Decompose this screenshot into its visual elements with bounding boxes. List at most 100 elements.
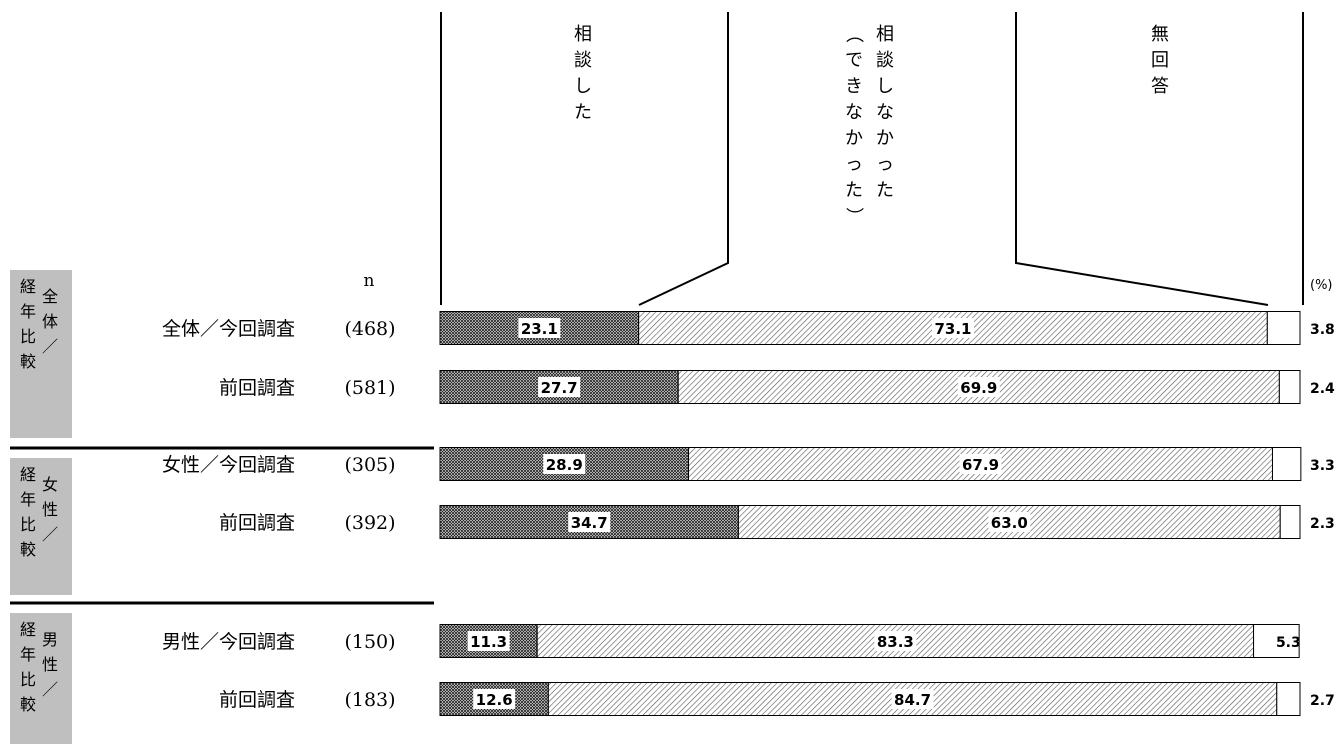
- category-label-2: 前回調査: [219, 377, 295, 399]
- svg-text:（: （: [843, 25, 864, 43]
- svg-text:か: か: [876, 128, 894, 149]
- category-labels: 全体／今回調査 (468) 前回調査 (581) 女性／今回調査 (305) 前回調査 (39…: [162, 318, 396, 711]
- svg-text:回: 回: [1151, 50, 1169, 71]
- value-label-r6-s3: 2.7: [1310, 693, 1335, 709]
- bar-segment-r6-s3: [1276, 682, 1301, 716]
- svg-text:相: 相: [574, 24, 592, 45]
- svg-text:比: 比: [20, 327, 36, 346]
- svg-text:）: ）: [843, 207, 864, 225]
- svg-text:較: 較: [20, 540, 36, 559]
- bar-segment-r5-s3: [1253, 624, 1300, 658]
- svg-text:し: し: [876, 76, 894, 97]
- value-label-bg-r6-s2: [891, 689, 934, 709]
- svg-text:談: 談: [876, 50, 894, 71]
- value-label-bg-r3-s1: [543, 454, 586, 474]
- value-label-r1-s3: 3.8: [1310, 322, 1335, 338]
- value-label-r3-s3: 3.3: [1310, 458, 1335, 474]
- category-label-5: 男性／今回調査: [162, 631, 295, 653]
- svg-text:較: 較: [20, 695, 36, 714]
- svg-text:っ: っ: [845, 154, 863, 175]
- svg-text:年: 年: [20, 645, 36, 664]
- svg-text:か: か: [845, 128, 863, 149]
- svg-text:年: 年: [20, 302, 36, 321]
- value-label-r3-s2: 67.9: [962, 456, 999, 474]
- svg-text:無: 無: [1151, 24, 1169, 45]
- value-label-bg-r4-s2: [988, 512, 1031, 532]
- value-label-bg-r4-s1: [568, 512, 611, 532]
- unit-label: (%): [1310, 278, 1333, 293]
- svg-text:年: 年: [20, 490, 36, 509]
- bar-segment-r3-s3: [1271, 447, 1302, 481]
- value-label-r2-s2: 69.9: [960, 379, 997, 397]
- value-label-r4-s3: 2.3: [1310, 516, 1335, 532]
- svg-text:し: し: [574, 76, 592, 97]
- category-n-5: (150): [344, 631, 395, 653]
- category-label-3: 女性／今回調査: [162, 454, 295, 476]
- svg-text:き: き: [845, 76, 863, 97]
- svg-text:／: ／: [42, 337, 58, 356]
- value-label-r2-s1: 27.7: [541, 379, 578, 397]
- n-header: n: [364, 271, 375, 291]
- value-label-r5-s3: 5.3: [1276, 635, 1301, 651]
- bar-segment-r2-s3: [1278, 370, 1301, 404]
- value-label-bg-r1-s1: [518, 318, 561, 338]
- category-label-6: 前回調査: [219, 689, 295, 711]
- value-label-r4-s1: 34.7: [571, 514, 608, 532]
- value-label-r5-s2: 83.3: [877, 633, 914, 651]
- bar-segment-r1-s3: [1266, 311, 1301, 345]
- value-label-bg-r3-s2: [959, 454, 1002, 474]
- svg-text:た: た: [876, 180, 894, 201]
- svg-text:経: 経: [20, 620, 36, 639]
- svg-text:比: 比: [20, 670, 36, 689]
- svg-text:で: で: [845, 50, 863, 71]
- value-label-r1-s1: 23.1: [521, 320, 558, 338]
- value-label-r5-s1: 11.3: [470, 633, 507, 651]
- svg-text:女: 女: [42, 475, 58, 494]
- value-label-bg-r5-s1: [467, 631, 510, 651]
- value-label-bg-r2-s2: [957, 377, 1000, 397]
- value-label-bg-r1-s2: [931, 318, 974, 338]
- value-label-r3-s1: 28.9: [546, 456, 583, 474]
- category-n-6: (183): [344, 689, 395, 711]
- category-label-4: 前回調査: [219, 512, 295, 534]
- svg-text:た: た: [574, 102, 592, 123]
- svg-text:談: 談: [574, 50, 592, 71]
- group-separators: [10, 446, 434, 605]
- svg-text:体: 体: [42, 312, 58, 331]
- svg-text:較: 較: [20, 352, 36, 371]
- legend-callouts: [440, 12, 1304, 306]
- svg-text:答: 答: [1151, 76, 1169, 97]
- value-label-bg-r2-s1: [538, 377, 581, 397]
- legend-label-3: 無回答: [1151, 24, 1169, 97]
- svg-text:な: な: [876, 102, 894, 123]
- svg-text:全: 全: [42, 287, 58, 306]
- svg-text:経: 経: [20, 277, 36, 296]
- value-label-r1-s2: 73.1: [934, 320, 971, 338]
- category-label-1: 全体／今回調査: [162, 318, 295, 340]
- svg-text:／: ／: [42, 680, 58, 699]
- category-n-1: (468): [344, 318, 395, 340]
- value-label-r6-s1: 12.6: [476, 691, 513, 709]
- category-n-2: (581): [344, 377, 395, 399]
- value-label-r4-s2: 63.0: [991, 514, 1028, 532]
- svg-text:性: 性: [42, 500, 58, 519]
- value-label-bg-r5-s2: [874, 631, 917, 651]
- svg-text:男: 男: [42, 630, 58, 649]
- bars: 23.1 73.1 3.8 27.7 69.9 2.4 28.9 67.9 3.3 34.7 63.…: [439, 311, 1335, 716]
- svg-text:た: た: [845, 180, 863, 201]
- svg-text:比: 比: [20, 515, 36, 534]
- svg-text:っ: っ: [876, 154, 894, 175]
- svg-text:経: 経: [20, 465, 36, 484]
- bar-segment-r4-s3: [1279, 505, 1301, 539]
- category-n-4: (392): [344, 512, 395, 534]
- value-label-r6-s2: 84.7: [894, 691, 931, 709]
- svg-text:相: 相: [876, 24, 894, 45]
